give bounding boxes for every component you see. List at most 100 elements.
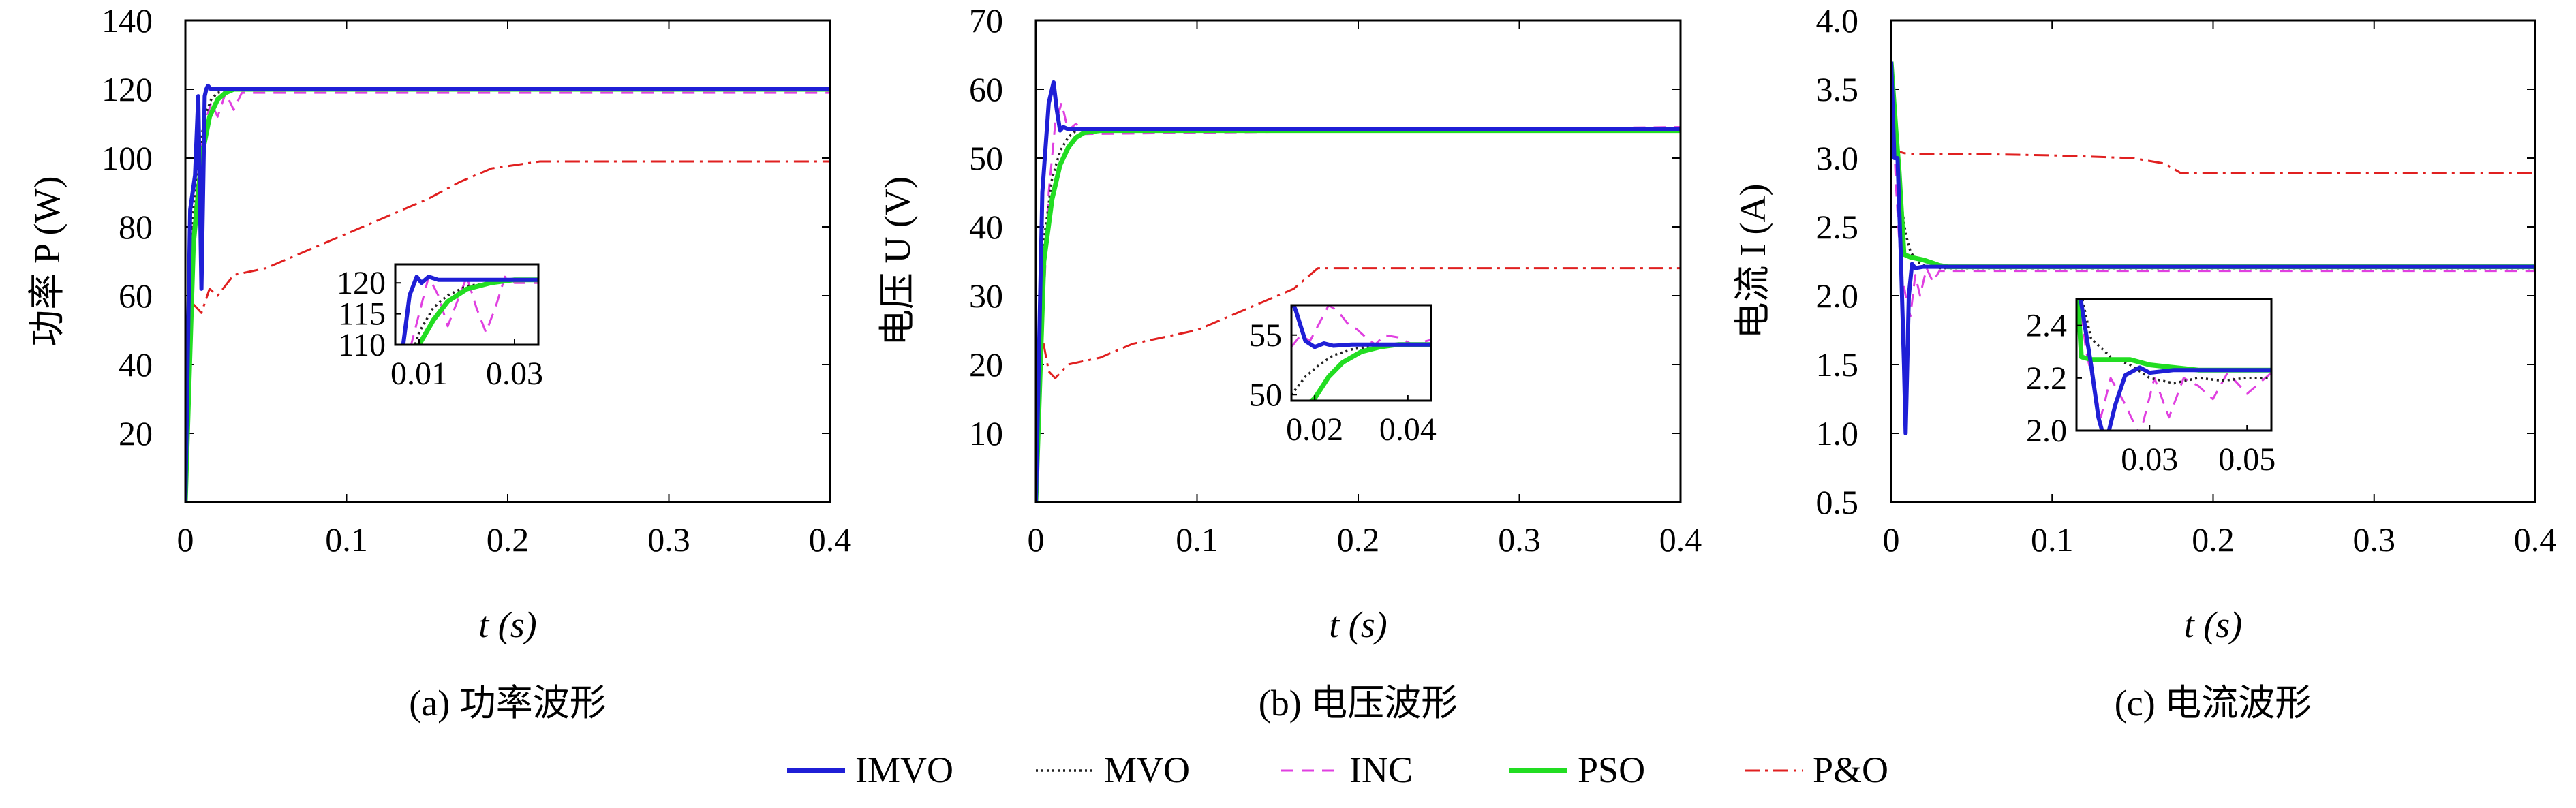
inset-x-tick-label: 0.04 bbox=[1379, 411, 1437, 448]
x-tick-label: 0.4 bbox=[2514, 520, 2557, 559]
legend-label: P&O bbox=[1813, 749, 1888, 790]
panel-caption: (a) 功率波形 bbox=[409, 683, 606, 724]
series-line-imvo bbox=[1036, 80, 1681, 502]
inset-series-group bbox=[1291, 305, 1431, 401]
inset-series-line-inc bbox=[1291, 305, 1431, 348]
inset-series-line-mvo bbox=[414, 278, 538, 345]
legend-label: MVO bbox=[1104, 749, 1190, 790]
series-group bbox=[1891, 61, 2535, 435]
x-tick-label: 0.2 bbox=[2192, 520, 2235, 559]
series-group bbox=[185, 83, 830, 502]
inset-x-tick-label: 0.03 bbox=[2121, 441, 2178, 478]
y-tick-label: 0.5 bbox=[1816, 483, 1859, 521]
series-line-pando bbox=[185, 160, 830, 502]
inset-x-tick-label: 0.01 bbox=[390, 356, 448, 392]
y-tick-label: 30 bbox=[969, 277, 1003, 315]
y-tick-label: 10 bbox=[969, 414, 1003, 452]
x-tick-label: 0.3 bbox=[647, 520, 690, 559]
y-tick-label: 140 bbox=[102, 1, 153, 40]
inset-y-tick-label: 2.2 bbox=[2026, 360, 2067, 397]
inset-y-tick-label: 50 bbox=[1249, 377, 1282, 413]
x-tick-label: 0.4 bbox=[1659, 520, 1702, 559]
legend-label: PSO bbox=[1578, 749, 1645, 790]
inset-y-tick-label: 115 bbox=[338, 296, 386, 332]
inset-series-group bbox=[2076, 299, 2271, 431]
legend-item-pso: PSO bbox=[1509, 749, 1645, 790]
legend-item-imvo: IMVO bbox=[787, 749, 953, 790]
series-line-pso bbox=[1891, 61, 2535, 270]
inset-x-tick-label: 0.05 bbox=[2218, 441, 2275, 478]
series-line-inc bbox=[1891, 61, 2535, 317]
y-tick-label: 1.5 bbox=[1816, 345, 1859, 384]
y-tick-label: 20 bbox=[119, 414, 153, 452]
panel-caption: (c) 电流波形 bbox=[2115, 683, 2312, 724]
x-tick-label: 0.1 bbox=[325, 520, 368, 559]
x-tick-label: 0 bbox=[1028, 520, 1045, 559]
y-tick-label: 80 bbox=[119, 208, 153, 246]
x-tick-label: 0.3 bbox=[2353, 520, 2396, 559]
chart-panel-2: 0 0.1 0.2 0.3 0.4 10 20 30 40 50 60 70 t (s) 电压 U (V)… bbox=[877, 1, 1702, 724]
inset-series-group bbox=[401, 275, 538, 345]
x-axis-label: t (s) bbox=[2184, 604, 2242, 645]
inset-y-tick-label: 110 bbox=[338, 327, 386, 363]
inset-x-tick-label: 0.02 bbox=[1286, 411, 1343, 448]
y-tick-label: 2.5 bbox=[1816, 208, 1859, 246]
x-tick-label: 0 bbox=[177, 520, 194, 559]
x-tick-label: 0.2 bbox=[1337, 520, 1380, 559]
legend: IMVO MVO INC PSO P&O bbox=[787, 749, 1888, 790]
inset-y-tick-label: 120 bbox=[337, 265, 386, 301]
y-tick-label: 3.5 bbox=[1816, 70, 1859, 108]
legend-item-mvo: MVO bbox=[1036, 749, 1190, 790]
y-tick-label: 4.0 bbox=[1816, 1, 1859, 40]
y-tick-label: 1.0 bbox=[1816, 414, 1859, 452]
series-line-pando bbox=[1891, 150, 2535, 174]
y-tick-label: 3.0 bbox=[1816, 139, 1859, 177]
inset-frame bbox=[394, 263, 540, 346]
inset-y-tick-label: 2.4 bbox=[2026, 308, 2067, 344]
inset-series-line-mvo bbox=[2081, 299, 2271, 385]
inset-series-line-inc bbox=[410, 275, 538, 345]
inset-panel: 0.03 0.05 2.0 2.2 2.4 bbox=[2026, 298, 2275, 478]
series-line-imvo bbox=[185, 83, 830, 502]
y-tick-label: 40 bbox=[969, 208, 1003, 246]
x-tick-label: 0.3 bbox=[1498, 520, 1541, 559]
inset-series-line-imvo bbox=[1291, 305, 1431, 349]
y-tick-label: 60 bbox=[119, 277, 153, 315]
x-tick-label: 0.4 bbox=[809, 520, 852, 559]
inset-x-tick-label: 0.03 bbox=[486, 356, 543, 392]
y-tick-label: 40 bbox=[119, 345, 153, 384]
panel-caption: (b) 电压波形 bbox=[1259, 683, 1458, 724]
legend-item-inc: INC bbox=[1281, 749, 1413, 790]
x-tick-label: 0.2 bbox=[487, 520, 530, 559]
y-tick-label: 20 bbox=[969, 345, 1003, 384]
inset-series-line-imvo bbox=[2079, 299, 2271, 431]
inset-series-line-imvo bbox=[401, 275, 538, 345]
inset-y-tick-label: 55 bbox=[1249, 317, 1282, 354]
inset-frame bbox=[1290, 304, 1432, 402]
y-tick-label: 50 bbox=[969, 139, 1003, 177]
series-line-mvo bbox=[1036, 127, 1681, 502]
legend-label: INC bbox=[1349, 749, 1413, 790]
x-tick-label: 0.1 bbox=[2031, 520, 2074, 559]
x-tick-label: 0 bbox=[1883, 520, 1900, 559]
plot-frame bbox=[1034, 19, 1682, 503]
plot-frame bbox=[1890, 19, 2536, 503]
series-line-imvo bbox=[1891, 61, 2535, 435]
legend-item-pando: P&O bbox=[1745, 749, 1888, 790]
y-axis-label: 电流 I (A) bbox=[1732, 184, 1773, 339]
y-tick-label: 100 bbox=[102, 139, 153, 177]
series-group bbox=[1036, 80, 1681, 502]
y-axis-label: 电压 U (V) bbox=[877, 176, 918, 346]
inset-series-line-inc bbox=[2079, 299, 2271, 431]
x-axis-label: t (s) bbox=[478, 604, 536, 645]
y-tick-label: 70 bbox=[969, 1, 1003, 40]
inset-background bbox=[2076, 299, 2271, 431]
y-axis-label: 功率 P (W) bbox=[27, 176, 67, 347]
chart-panel-3: 0 0.1 0.2 0.3 0.4 0.5 1.0 1.5 2.0 2.5 3.0 3.5 4.0 t (… bbox=[1732, 1, 2556, 724]
x-tick-label: 0.1 bbox=[1176, 520, 1218, 559]
y-tick-label: 2.0 bbox=[1816, 277, 1859, 315]
chart-panel-1: 0 0.1 0.2 0.3 0.4 20 40 60 80 100 120 140 t (s) 功率 P … bbox=[27, 1, 851, 724]
